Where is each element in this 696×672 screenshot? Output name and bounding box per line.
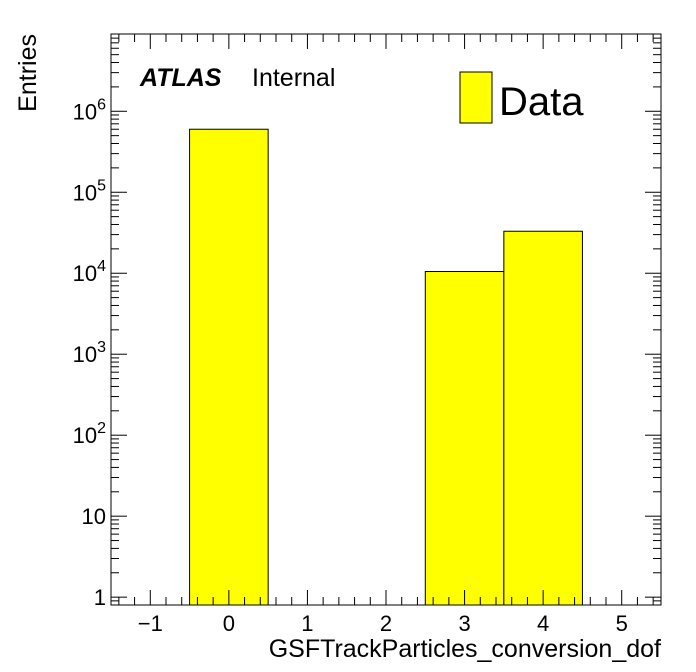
x-tick-label: 0 [223,611,235,636]
legend-label-data: Data [499,80,584,124]
x-tick-label: 1 [301,611,313,636]
legend: Data [459,71,584,124]
y-tick-label: 106 [73,96,106,124]
internal-label: Internal [252,64,335,92]
x-tick-labels: −1 0 1 2 3 4 5 [138,611,628,636]
y-tick-labels: 1 10 102 103 104 105 106 [73,96,106,610]
y-tick-label: 1 [94,585,106,610]
histogram-bar [424,271,505,606]
histogram-bar [189,128,269,606]
x-tick-label: 4 [537,611,549,636]
y-tick-label: 10 [82,504,106,529]
y-tick-label: 103 [73,339,106,367]
y-axis-label: Entries [14,34,42,112]
y-tick-label: 104 [73,258,106,286]
x-tick-label: 2 [380,611,392,636]
y-tick-label: 102 [73,420,106,448]
x-axis-label: GSFTrackParticles_conversion_dof [269,635,661,663]
histogram-bar [503,230,583,606]
axis-ticks [111,33,661,606]
x-tick-label: 3 [458,611,470,636]
legend-swatch-data [459,71,493,124]
y-tick-label: 105 [73,177,106,205]
atlas-label: ATLAS [139,64,222,92]
x-tick-label: −1 [138,611,163,636]
histogram-bars [189,128,583,606]
x-tick-label: 5 [616,611,628,636]
